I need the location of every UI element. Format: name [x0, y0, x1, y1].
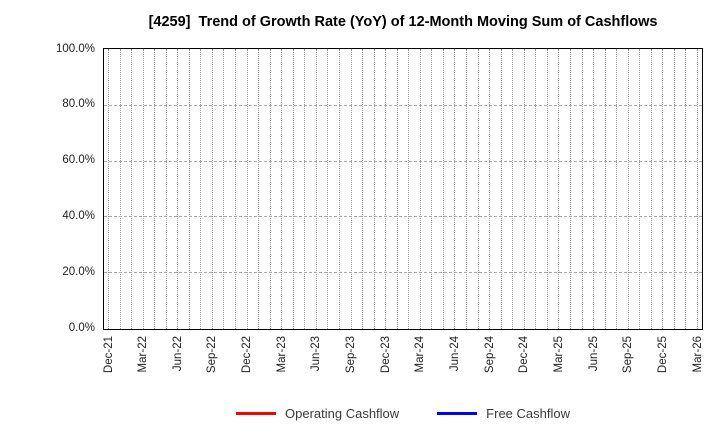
x-gridline: [466, 49, 468, 329]
y-gridline: [104, 216, 702, 218]
x-gridline: [697, 49, 698, 329]
y-tick-label: 40.0%: [62, 209, 95, 222]
x-gridline: [442, 49, 444, 329]
x-gridline: [315, 49, 317, 329]
x-gridline: [523, 49, 525, 329]
x-gridline: [650, 49, 652, 329]
x-gridline: [223, 49, 225, 329]
x-gridline: [362, 49, 364, 329]
x-tick-label: Dec-23: [379, 336, 392, 374]
y-gridline: [104, 160, 702, 162]
x-gridline: [350, 49, 352, 329]
x-tick-label: Sep-25: [622, 336, 635, 374]
legend-item-free-cashflow: Free Cashflow: [437, 406, 570, 421]
x-tick-label: Jun-23: [310, 336, 323, 372]
x-gridline: [639, 49, 641, 329]
y-tick-label: 0.0%: [68, 321, 95, 334]
legend-label-operating-cashflow: Operating Cashflow: [285, 406, 400, 421]
x-tick-label: Sep-22: [206, 336, 219, 374]
y-tick-label: 100.0%: [55, 42, 95, 55]
x-tick-label: Sep-24: [483, 336, 496, 374]
legend: Operating Cashflow Free Cashflow: [103, 406, 703, 421]
y-tick-label: 20.0%: [62, 265, 95, 278]
y-gridline: [104, 272, 702, 274]
x-tick-label: Mar-22: [137, 336, 150, 373]
x-tick-label: Jun-24: [448, 336, 461, 372]
x-gridline: [211, 49, 213, 329]
x-gridline: [385, 49, 387, 329]
x-tick-label: Jun-25: [587, 336, 600, 372]
legend-item-operating-cashflow: Operating Cashflow: [236, 406, 399, 421]
operating-cashflow-line-swatch: [236, 412, 276, 415]
x-gridline: [235, 49, 237, 329]
x-gridline: [500, 49, 502, 329]
x-gridline: [581, 49, 583, 329]
x-gridline: [558, 49, 560, 329]
x-gridline: [673, 49, 675, 329]
x-gridline: [292, 49, 294, 329]
legend-label-free-cashflow: Free Cashflow: [486, 406, 570, 421]
x-tick-label: Mar-24: [414, 336, 427, 373]
x-tick-label: Dec-25: [656, 336, 669, 374]
y-tick-label: 60.0%: [62, 154, 95, 167]
x-gridline: [627, 49, 629, 329]
x-gridline: [419, 49, 421, 329]
x-gridline: [512, 49, 514, 329]
x-gridline: [593, 49, 595, 329]
x-tick-label: Dec-24: [518, 336, 531, 374]
x-gridline: [477, 49, 479, 329]
x-gridline: [569, 49, 571, 329]
plot-area: [103, 48, 703, 330]
x-gridline: [535, 49, 537, 329]
x-tick-label: Mar-25: [552, 336, 565, 373]
x-gridline: [281, 49, 283, 329]
x-gridline: [604, 49, 606, 329]
x-gridline: [246, 49, 248, 329]
x-gridline: [177, 49, 179, 329]
x-gridline: [338, 49, 340, 329]
x-gridline: [269, 49, 271, 329]
chart-title: [4259] Trend of Growth Rate (YoY) of 12-…: [148, 14, 658, 30]
x-gridline: [546, 49, 548, 329]
x-gridline: [258, 49, 260, 329]
x-tick-label: Mar-23: [275, 336, 288, 373]
x-tick-label: Mar-26: [691, 336, 704, 373]
x-tick-label: Jun-22: [171, 336, 184, 372]
x-tick-label: Dec-21: [102, 336, 115, 374]
x-gridline: [685, 49, 687, 329]
x-gridline: [616, 49, 618, 329]
x-gridline: [408, 49, 410, 329]
x-gridline: [454, 49, 456, 329]
x-gridline: [119, 49, 121, 329]
x-gridline: [154, 49, 156, 329]
x-gridline: [200, 49, 202, 329]
x-gridline: [131, 49, 133, 329]
x-gridline: [431, 49, 433, 329]
x-gridline: [489, 49, 491, 329]
x-gridline: [142, 49, 144, 329]
y-gridline: [104, 104, 702, 106]
x-gridline: [165, 49, 167, 329]
free-cashflow-line-swatch: [437, 412, 478, 415]
x-gridline: [662, 49, 664, 329]
x-gridline: [188, 49, 190, 329]
x-gridline: [373, 49, 375, 329]
x-tick-label: Dec-22: [241, 336, 254, 374]
x-gridline: [304, 49, 306, 329]
x-gridline: [396, 49, 398, 329]
x-gridline: [108, 49, 109, 329]
y-tick-label: 80.0%: [62, 98, 95, 111]
x-gridline: [327, 49, 329, 329]
x-tick-label: Sep-23: [345, 336, 358, 374]
